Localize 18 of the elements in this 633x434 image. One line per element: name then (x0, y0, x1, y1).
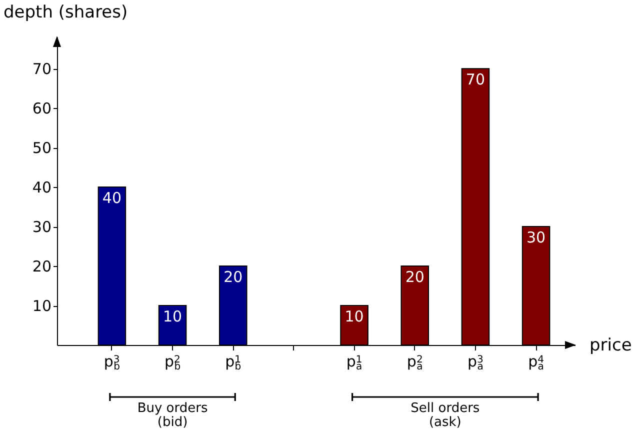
text: Buy orders (bid) (137, 401, 208, 430)
data-label: 10 (344, 308, 364, 326)
x-axis-title: price (590, 336, 632, 356)
data-label: 20 (224, 268, 243, 286)
data-label: 40 (102, 189, 122, 208)
text: Sell orders (ask) (410, 401, 480, 430)
y-tick-label: 10 (32, 297, 52, 316)
y-tick-label: 20 (32, 258, 52, 276)
data-label: 10 (162, 308, 182, 326)
y-tick-label: 30 (32, 218, 52, 236)
data-label: 70 (466, 70, 486, 89)
data-label: 20 (405, 268, 424, 286)
y-tick-label: 50 (32, 139, 52, 158)
y-tick-label: 70 (32, 60, 52, 78)
data-label: 30 (526, 228, 546, 247)
y-tick-label: 40 (32, 178, 52, 197)
y-tick-label: 60 (32, 100, 52, 118)
y-axis-title: depth (shares) (4, 2, 128, 22)
